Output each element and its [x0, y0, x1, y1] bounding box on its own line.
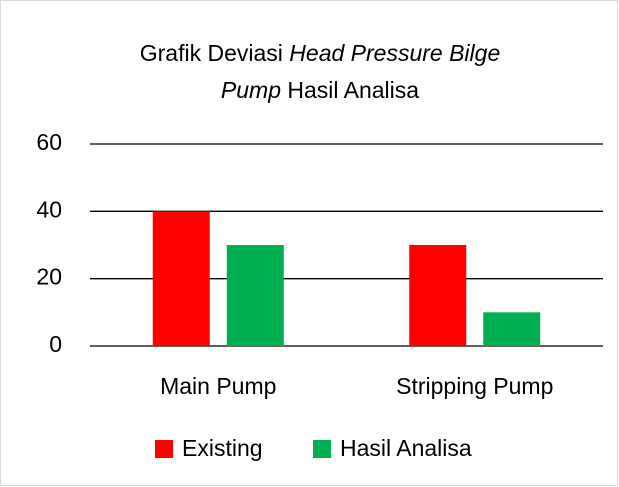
y-tick-label: 20: [36, 264, 62, 290]
title-part: Hasil Analisa: [287, 77, 419, 103]
chart-title: Pump Hasil Analisa: [221, 77, 419, 103]
bar: [152, 211, 210, 346]
legend-swatch: [313, 440, 331, 458]
title-part: Head Pressure Bilge: [289, 40, 500, 66]
x-tick-label: Stripping Pump: [396, 373, 553, 399]
legend-label: Existing: [182, 435, 263, 461]
x-tick-label: Main Pump: [160, 373, 276, 399]
bar: [483, 312, 541, 346]
legend-swatch: [155, 440, 173, 458]
y-tick-label: 40: [36, 196, 62, 222]
y-tick-label: 60: [36, 129, 62, 155]
legend-label: Hasil Analisa: [340, 435, 472, 461]
bar: [409, 245, 467, 346]
bar: [226, 245, 284, 346]
y-tick-label: 0: [49, 331, 62, 357]
title-part: Grafik Deviasi: [140, 40, 283, 66]
chart-title: Grafik Deviasi Head Pressure Bilge: [140, 40, 501, 66]
title-part: Pump: [221, 77, 281, 103]
